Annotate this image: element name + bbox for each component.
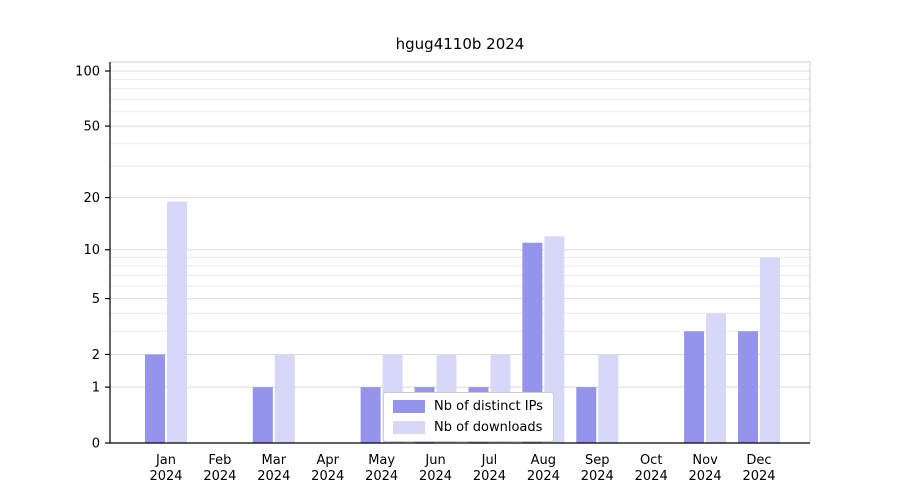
x-tick-label-year: 2024 (419, 469, 452, 484)
bar-downloads-dec (760, 257, 780, 443)
x-tick-label-year: 2024 (527, 469, 560, 484)
x-tick-label-month: Dec (746, 453, 771, 468)
x-tick-label-month: May (368, 453, 395, 468)
x-tick-label-month: Aug (531, 453, 556, 468)
x-tick-label-month: Jan (155, 453, 176, 468)
x-tick-label-month: Oct (640, 453, 662, 468)
y-tick-label: 100 (75, 65, 100, 80)
legend-item-downloads: Nb of downloads (393, 420, 543, 435)
x-tick-label-month: Nov (692, 453, 718, 468)
x-tick-label-month: Jun (424, 453, 445, 468)
y-tick-label: 10 (83, 243, 100, 258)
bar-distinct-ips-nov (684, 331, 705, 443)
x-tick-label-year: 2024 (311, 469, 344, 484)
x-tick-label-month: Sep (585, 453, 610, 468)
x-tick-label-month: Apr (316, 453, 339, 468)
legend-swatch-distinct-ips (393, 400, 425, 413)
y-tick-label: 50 (83, 120, 100, 135)
x-tick-label-year: 2024 (689, 469, 722, 484)
bar-distinct-ips-mar (252, 387, 273, 443)
legend-label-downloads: Nb of downloads (434, 420, 543, 435)
x-tick-label-year: 2024 (635, 469, 668, 484)
x-tick-label-year: 2024 (581, 469, 614, 484)
x-tick-label-month: Jul (481, 453, 498, 468)
bar-downloads-nov (706, 313, 727, 443)
x-tick-label-year: 2024 (257, 469, 290, 484)
bar-downloads-aug (544, 236, 565, 443)
bar-distinct-ips-may (360, 387, 381, 443)
x-tick-label-year: 2024 (203, 469, 236, 484)
legend-label-distinct-ips: Nb of distinct IPs (434, 399, 543, 414)
y-tick-label: 0 (92, 437, 100, 452)
y-tick-label: 20 (83, 191, 100, 206)
x-tick-label-month: Feb (208, 453, 231, 468)
bar-distinct-ips-jan (145, 354, 165, 443)
legend-item-distinct-ips: Nb of distinct IPs (393, 399, 543, 414)
legend-swatch-downloads (393, 421, 425, 434)
bar-distinct-ips-sep (576, 387, 597, 443)
x-tick-label-year: 2024 (742, 469, 775, 484)
bar-downloads-mar (274, 354, 295, 443)
x-tick-label-year: 2024 (473, 469, 506, 484)
bar-downloads-sep (598, 354, 619, 443)
y-tick-label: 5 (92, 292, 100, 307)
bar-downloads-jan (167, 201, 187, 443)
x-tick-label-year: 2024 (365, 469, 398, 484)
chart-title: hgug4110b 2024 (395, 35, 525, 53)
x-tick-label-month: Mar (262, 453, 287, 468)
y-tick-label: 2 (92, 348, 100, 363)
y-tick-label: 1 (92, 381, 100, 396)
x-tick-label-year: 2024 (149, 469, 182, 484)
bar-distinct-ips-dec (738, 331, 758, 443)
chart-legend: Nb of distinct IPs Nb of downloads (383, 392, 554, 442)
